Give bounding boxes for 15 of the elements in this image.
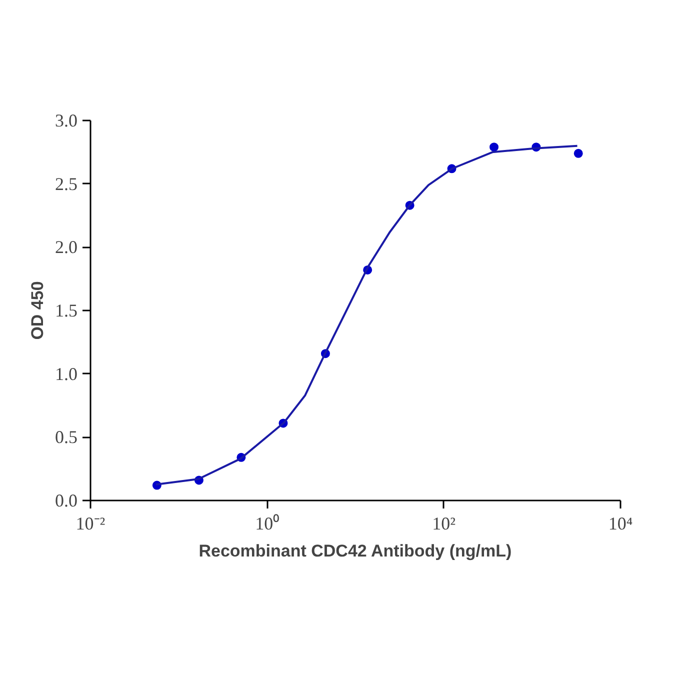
x-tick-label: 10⁻² (76, 514, 106, 534)
y-tick-label: 1.0 (55, 364, 78, 384)
y-axis-title: OD 450 (28, 281, 47, 340)
y-tick-label: 2.0 (55, 237, 78, 258)
x-tick-label: 10⁰ (255, 514, 280, 534)
point (490, 142, 499, 152)
y-tick-label: 0.5 (55, 427, 78, 448)
y-tick-label: 0.0 (55, 490, 78, 510)
y-tick-label: 1.5 (55, 300, 78, 320)
y-tick-label: 2.5 (55, 174, 78, 194)
y-tick-label: 3.0 (55, 110, 78, 130)
x-axis-title: Recombinant CDC42 Antibody (ng/mL) (198, 542, 512, 560)
point (574, 148, 583, 158)
x-tick-label: 10² (432, 514, 456, 534)
x-tick-label: 10⁴ (608, 514, 633, 534)
